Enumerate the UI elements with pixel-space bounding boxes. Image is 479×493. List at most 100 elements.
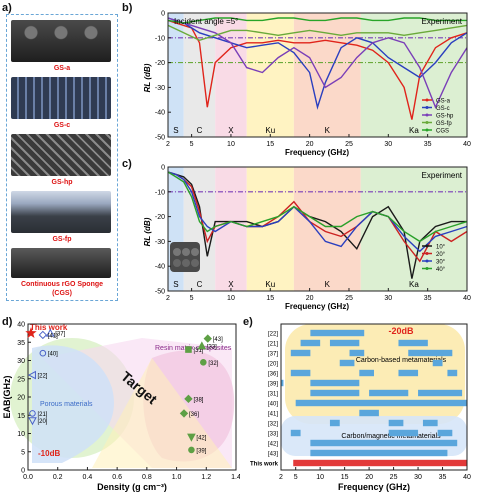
b-legend-marker <box>425 98 429 102</box>
data-point-label: [38] <box>193 397 203 403</box>
b-band-label: Ku <box>265 126 275 135</box>
d-ytick-label: 30 <box>17 358 25 365</box>
e-bar-segment <box>290 369 311 377</box>
gs-c-label: GS-c <box>53 122 71 129</box>
b-legend-marker <box>425 106 429 109</box>
b-legend-marker <box>425 121 429 124</box>
c-xtick-label: 20 <box>306 295 314 302</box>
e-row-label: This work <box>250 462 279 468</box>
b-band-label: S <box>173 126 178 135</box>
c-band-label: K <box>325 280 331 289</box>
b-band-1 <box>183 13 216 137</box>
b-ytick-label: -10 <box>155 35 165 42</box>
e-xtick-label: 40 <box>463 474 471 481</box>
c-legend-label: 10° <box>436 245 446 251</box>
sample-thumbnail <box>170 242 200 272</box>
b-xtick-label: 35 <box>424 141 432 148</box>
e-bar-segment <box>388 419 404 427</box>
chart-d-threshold: -10dB <box>38 449 60 458</box>
c-legend-label: 40° <box>436 267 446 273</box>
chart-c: S C X Ku K Ka 2 5 10 15 20 25 30 35 400-10-20-30-40-5… <box>143 165 471 312</box>
chart-d-ylabel: EAB(GHz) <box>2 376 12 419</box>
chart-c-xlabel: Frequency (GHz) <box>285 302 349 311</box>
c-xtick-label: 25 <box>345 295 353 302</box>
d-xtick-label: 0.6 <box>112 474 122 481</box>
c-legend-marker <box>425 244 429 248</box>
e-bar-segment <box>310 329 365 337</box>
b-series-line <box>167 24 468 42</box>
chart-c-frame <box>167 166 468 292</box>
b-ytick-label: -20 <box>155 60 165 67</box>
data-point-star <box>25 327 37 338</box>
c-legend-marker <box>425 259 429 263</box>
data-point-label: [22] <box>37 374 47 380</box>
e-bar-segment <box>295 399 467 407</box>
d-xtick-label: 1.4 <box>231 474 240 481</box>
b-xtick-label: 25 <box>345 141 353 148</box>
c-legend-label: 20° <box>436 252 446 258</box>
b-xtick-label: 15 <box>266 141 274 148</box>
data-point <box>187 433 196 442</box>
panel-c-letter: c) <box>122 158 132 170</box>
chart-b-xlabel: Frequency (GHz) <box>285 148 349 157</box>
d-ytick-label: 20 <box>17 395 25 402</box>
data-point <box>28 417 37 426</box>
e-bar-segment <box>369 389 409 397</box>
b-xtick-label: 40 <box>463 141 471 148</box>
data-point-label: [32] <box>208 361 218 367</box>
e-bar-segment <box>293 459 467 467</box>
e-xtick-label: 25 <box>390 474 398 481</box>
e-bar-segment <box>310 379 360 387</box>
c-band-label: Ka <box>409 280 419 289</box>
data-point-label: [31] <box>193 348 203 354</box>
data-point <box>185 346 192 353</box>
c-xtick-label: 10 <box>227 295 235 302</box>
data-point <box>38 330 48 340</box>
d-xtick-label: 1.0 <box>172 474 182 481</box>
b-ytick-label: -40 <box>155 110 165 117</box>
c-band-label: S <box>173 280 178 289</box>
e-bar-segment <box>398 369 419 377</box>
chart-b-corner-label: Experiment <box>422 17 463 26</box>
c-legend-marker <box>425 252 429 255</box>
chart-d-this-work: This work <box>30 323 68 332</box>
e-row-label: [37] <box>268 352 278 358</box>
c-band-label: Ku <box>265 280 275 289</box>
e-row-label: [32] <box>268 422 278 428</box>
d-xtick-label: 0.4 <box>83 474 93 481</box>
c-ytick-label: 0 <box>161 165 165 172</box>
b-xtick-label: 2 <box>166 141 170 148</box>
chart-d-axes: 0.0 0.2 0.4 0.6 0.8 1.0 1.2 1.4 0 5 10 15 20 25 30 35 40 <box>17 322 240 482</box>
chart-d-porous-label: Porous materials <box>40 401 93 408</box>
c-ytick-label: -20 <box>155 214 165 221</box>
e-xtick-label: 5 <box>294 474 298 481</box>
chart-b-frame <box>167 12 468 138</box>
b-legend-label: GS-c <box>436 106 450 112</box>
c-ytick-label: -50 <box>155 289 165 296</box>
c-ytick-label: -30 <box>155 239 165 246</box>
e-bar-segment <box>388 429 419 437</box>
data-point-label: [42] <box>196 436 206 442</box>
panel-e-letter: e) <box>243 316 253 328</box>
e-row-label: [40] <box>268 402 278 408</box>
e-bar-segment <box>300 339 321 347</box>
cgs-label-line2: (CGS) <box>52 290 72 297</box>
e-xtick-label: 15 <box>341 474 349 481</box>
data-point <box>27 370 36 380</box>
e-xtick-label: 10 <box>316 474 324 481</box>
c-xtick-label: 5 <box>190 295 194 302</box>
d-ytick-label: 5 <box>21 449 25 456</box>
e-row-label: [20] <box>268 362 278 368</box>
chart-b-axes: 2 5 10 15 20 25 30 35 400-10-20-30-40-50 <box>155 11 471 149</box>
data-point <box>179 409 189 418</box>
c-legend-marker <box>425 267 429 270</box>
chart-d-xlabel: Density (g cm⁻³) <box>97 482 167 492</box>
b-legend-label: CGS <box>436 129 449 135</box>
e-bar-segment <box>422 419 438 427</box>
e-xtick-label: 20 <box>365 474 373 481</box>
e-row-label: [41] <box>268 412 278 418</box>
chart-b-annotation: Incident angle =5° <box>174 17 238 26</box>
c-band-0 <box>168 167 184 291</box>
chart-e: -20dB Carbon-based metamaterials Carbon/… <box>250 323 471 492</box>
